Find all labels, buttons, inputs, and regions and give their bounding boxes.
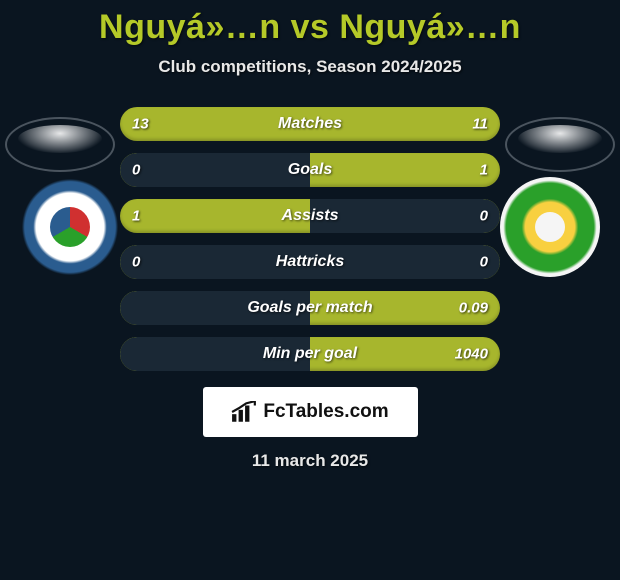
stat-label: Goals — [288, 161, 332, 179]
page-title: Nguyá»…n vs Nguyá»…n — [0, 8, 620, 47]
date-text: 11 march 2025 — [0, 451, 620, 471]
stat-row: Goals per match 0.09 — [120, 291, 500, 325]
stat-value-right: 11 — [472, 116, 488, 133]
stat-value-left: 0 — [132, 254, 140, 271]
stat-row: 0 Goals 1 — [120, 153, 500, 187]
stat-label: Hattricks — [276, 253, 344, 271]
brand-text: FcTables.com — [263, 401, 388, 423]
stat-row: 13 Matches 11 — [120, 107, 500, 141]
stat-row: 1 Assists 0 — [120, 199, 500, 233]
club-badge-right — [500, 177, 600, 277]
stat-value-left: 13 — [132, 116, 149, 133]
main-area: 13Matches110Goals11Assists00Hattricks0Go… — [0, 107, 620, 471]
stat-value-left: 0 — [132, 162, 140, 179]
stat-value-left: 1 — [132, 208, 140, 225]
subtitle: Club competitions, Season 2024/2025 — [0, 57, 620, 77]
club-badge-left — [20, 177, 120, 277]
stat-label: Min per goal — [263, 345, 357, 363]
stat-value-right: 1 — [480, 162, 488, 179]
player-head-left — [5, 117, 115, 172]
comparison-card: Nguyá»…n vs Nguyá»…n Club competitions, … — [0, 0, 620, 471]
stat-row: Min per goal 1040 — [120, 337, 500, 371]
stat-label: Assists — [282, 207, 339, 225]
chart-growth-icon — [231, 401, 257, 423]
stat-value-right: 0 — [480, 208, 488, 225]
stat-rows: 13Matches110Goals11Assists00Hattricks0Go… — [120, 107, 500, 371]
stat-label: Matches — [278, 115, 342, 133]
stat-label: Goals per match — [247, 299, 372, 317]
player-head-right — [505, 117, 615, 172]
stat-value-right: 0.09 — [459, 300, 488, 317]
stat-value-right: 0 — [480, 254, 488, 271]
brand-logo[interactable]: FcTables.com — [203, 387, 418, 437]
stat-row: 0 Hattricks 0 — [120, 245, 500, 279]
stat-value-right: 1040 — [455, 346, 488, 363]
